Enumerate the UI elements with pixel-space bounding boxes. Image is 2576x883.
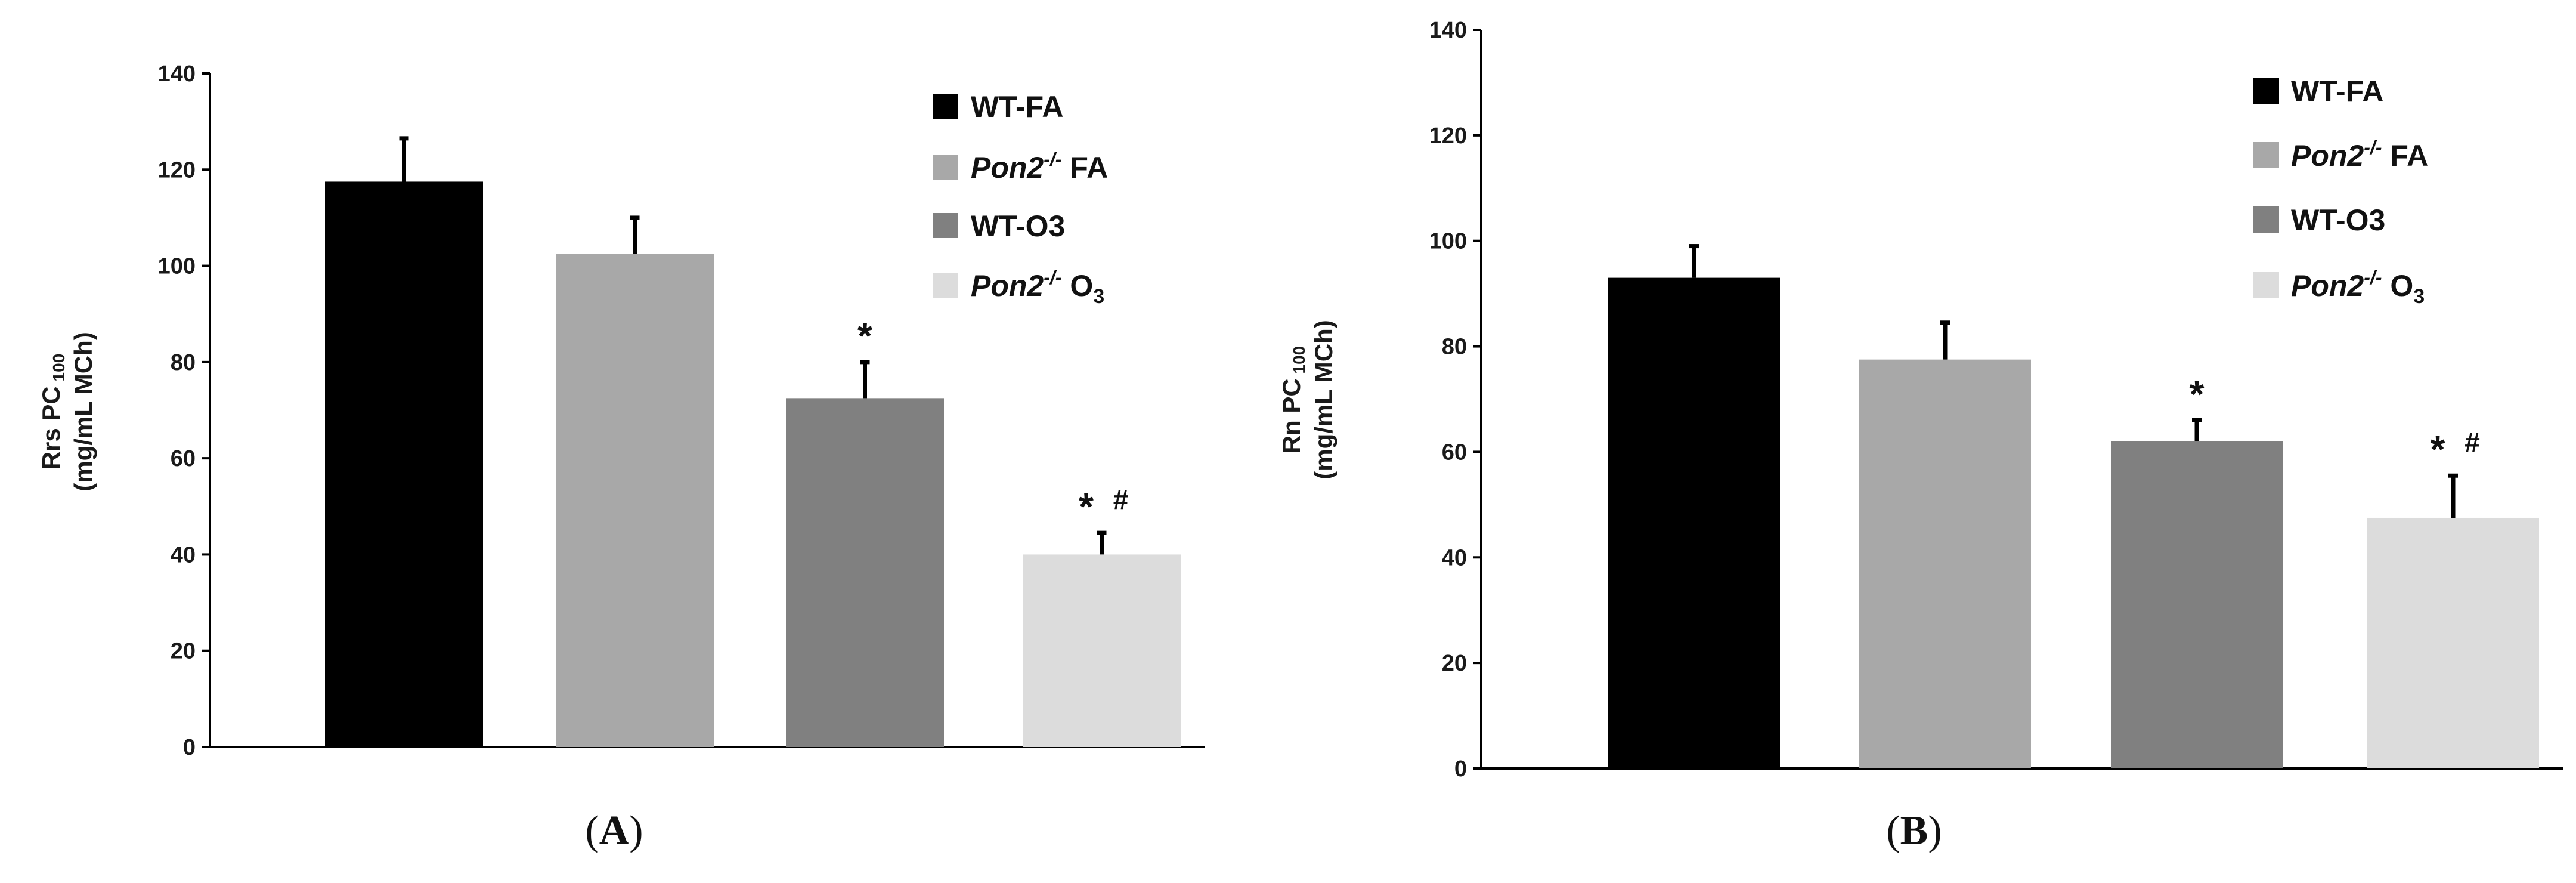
legend: WT-FA Pon2-/- FA WT-O3 Pon2-/- O3 — [933, 90, 1108, 308]
significance-hash: # — [2464, 427, 2480, 458]
bar-wt_o3 — [786, 398, 944, 747]
legend-label-pon2_fa: Pon2-/- FA — [2291, 137, 2428, 172]
legend: WT-FA Pon2-/- FA WT-O3 Pon2-/- O3 — [2253, 75, 2428, 308]
legend-label-wt_o3: WT-O3 — [971, 209, 1065, 243]
y-tick-label: 40 — [171, 542, 196, 567]
y-tick-label: 140 — [1429, 18, 1467, 43]
legend-label-wt_fa: WT-FA — [971, 90, 1064, 124]
significance-star: * — [857, 314, 872, 357]
y-axis-label: Rrs PC 100(mg/mL MCh) — [37, 332, 97, 492]
bar-pon2_o3 — [1023, 554, 1181, 747]
y-axis-label: Rn PC 100(mg/mL MCh) — [1277, 320, 1337, 480]
bar-wt_o3 — [2111, 441, 2283, 768]
y-tick-label: 100 — [158, 254, 196, 279]
y-tick-label: 80 — [171, 350, 196, 375]
legend-swatch-pon2_fa — [2253, 142, 2279, 168]
y-tick-label: 140 — [158, 61, 196, 87]
y-tick-label: 20 — [171, 639, 196, 664]
significance-hash: # — [1113, 484, 1129, 515]
y-tick-label: 60 — [171, 446, 196, 471]
legend-swatch-pon2_o3 — [933, 273, 958, 298]
bar-wt_fa — [1608, 277, 1780, 769]
bar-pon2_o3 — [2367, 517, 2539, 768]
y-tick-label: 60 — [1442, 440, 1467, 465]
legend-swatch-wt_fa — [2253, 78, 2279, 104]
y-tick-label: 100 — [1429, 229, 1467, 254]
y-tick-label: 40 — [1442, 545, 1467, 570]
y-tick-label: 0 — [1454, 757, 1467, 782]
y-tick-label: 0 — [183, 735, 196, 760]
legend-swatch-pon2_o3 — [2253, 272, 2279, 298]
y-tick-label: 120 — [1429, 124, 1467, 149]
legend-swatch-pon2_fa — [933, 155, 958, 180]
legend-swatch-wt_o3 — [2253, 206, 2279, 233]
legend-swatch-wt_fa — [933, 94, 958, 119]
y-tick-label: 120 — [158, 158, 196, 183]
panel-label: (B) — [1886, 808, 1942, 854]
y-tick-label: 80 — [1442, 335, 1467, 360]
bar-pon2_fa — [1859, 359, 2031, 768]
legend-label-pon2_o3: Pon2-/- O3 — [2291, 267, 2425, 308]
significance-star: * — [1079, 485, 1094, 528]
y-tick-label: 20 — [1442, 651, 1467, 676]
legend-label-wt_fa: WT-FA — [2291, 75, 2384, 108]
chart-panel-a: 0 20 40 60 80 100 120 140 Rrs PC 100(mg/mL MCh) *… — [37, 61, 1205, 854]
chart-panel-b: 0 20 40 60 80 100 120 140 Rn PC 100(mg/mL MCh) * *… — [1277, 18, 2563, 854]
bar-pon2_fa — [556, 254, 714, 747]
significance-star: * — [2431, 428, 2445, 471]
significance-star: * — [2190, 372, 2205, 415]
legend-swatch-wt_o3 — [933, 213, 958, 238]
bar-wt_fa — [325, 181, 483, 748]
panel-label: (A) — [585, 808, 643, 854]
legend-label-pon2_fa: Pon2-/- FA — [971, 149, 1108, 184]
legend-label-pon2_o3: Pon2-/- O3 — [971, 267, 1104, 308]
legend-label-wt_o3: WT-O3 — [2291, 203, 2385, 237]
